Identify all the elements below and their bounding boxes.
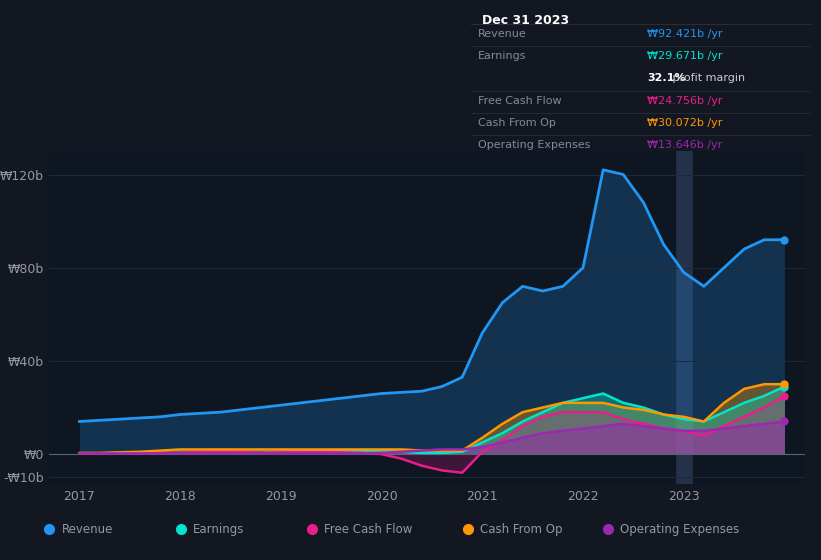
Text: Operating Expenses: Operating Expenses: [620, 522, 739, 536]
Text: ₩29.671b /yr: ₩29.671b /yr: [648, 52, 723, 62]
Text: Cash From Op: Cash From Op: [478, 118, 556, 128]
Text: 32.1%: 32.1%: [648, 73, 686, 83]
Text: ₩30.072b /yr: ₩30.072b /yr: [648, 118, 722, 128]
Text: Free Cash Flow: Free Cash Flow: [324, 522, 413, 536]
Text: Cash From Op: Cash From Op: [480, 522, 562, 536]
Text: Revenue: Revenue: [478, 29, 527, 39]
Text: Dec 31 2023: Dec 31 2023: [481, 13, 569, 26]
Text: ₩24.756b /yr: ₩24.756b /yr: [648, 96, 723, 105]
Text: Earnings: Earnings: [193, 522, 245, 536]
Text: ₩13.646b /yr: ₩13.646b /yr: [648, 139, 722, 150]
Text: Revenue: Revenue: [62, 522, 113, 536]
Text: ₩92.421b /yr: ₩92.421b /yr: [648, 29, 723, 39]
Text: profit margin: profit margin: [668, 73, 745, 83]
Text: Earnings: Earnings: [478, 52, 526, 62]
Text: Free Cash Flow: Free Cash Flow: [478, 96, 562, 105]
Text: Operating Expenses: Operating Expenses: [478, 139, 590, 150]
